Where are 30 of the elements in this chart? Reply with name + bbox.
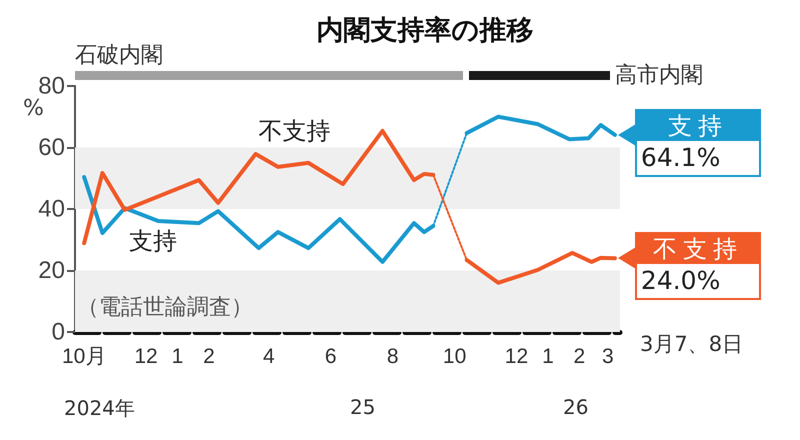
y-tick-label: 60 [38, 134, 65, 161]
annotation: 高市内閣 [615, 62, 703, 90]
annotation: （電話世論調査） [77, 294, 253, 322]
x-tick-label: 2 [203, 345, 215, 368]
data-label: 64.1% [640, 142, 722, 174]
x-tick-label: 3 [602, 345, 614, 368]
x-tick-label: 12 [134, 345, 158, 368]
legend-label: 不支持 [636, 234, 759, 264]
x-tick-label: 8 [386, 345, 399, 368]
text: 2024年 [64, 395, 135, 422]
y-tick-label: 0 [52, 318, 65, 346]
text: 25 [350, 395, 376, 419]
x-tick-label: 1 [172, 345, 184, 368]
data-label: 24.0% [640, 265, 722, 298]
chart-title: 内閣支持率の推移 [316, 15, 534, 46]
x-tick-label: 1 [542, 345, 554, 368]
text: 26 [563, 395, 588, 419]
x-tick-label: 2 [574, 345, 586, 368]
y-tick-label: 20 [38, 257, 65, 284]
text: 石破内閣 [75, 42, 163, 70]
legend-label: 支持 [636, 110, 759, 141]
x-tick-label: 10 [442, 345, 466, 368]
x-tick-label: 10月 [62, 345, 106, 368]
y-tick-label: 40 [38, 196, 65, 222]
text: 支持 [129, 227, 178, 256]
x-tick-label: 12 [504, 345, 528, 368]
x-tick-label: 6 [324, 345, 337, 368]
x-tick-label: 4 [263, 345, 275, 368]
text: 不支持 [258, 116, 330, 145]
text: 3月7、8日 [640, 331, 744, 358]
